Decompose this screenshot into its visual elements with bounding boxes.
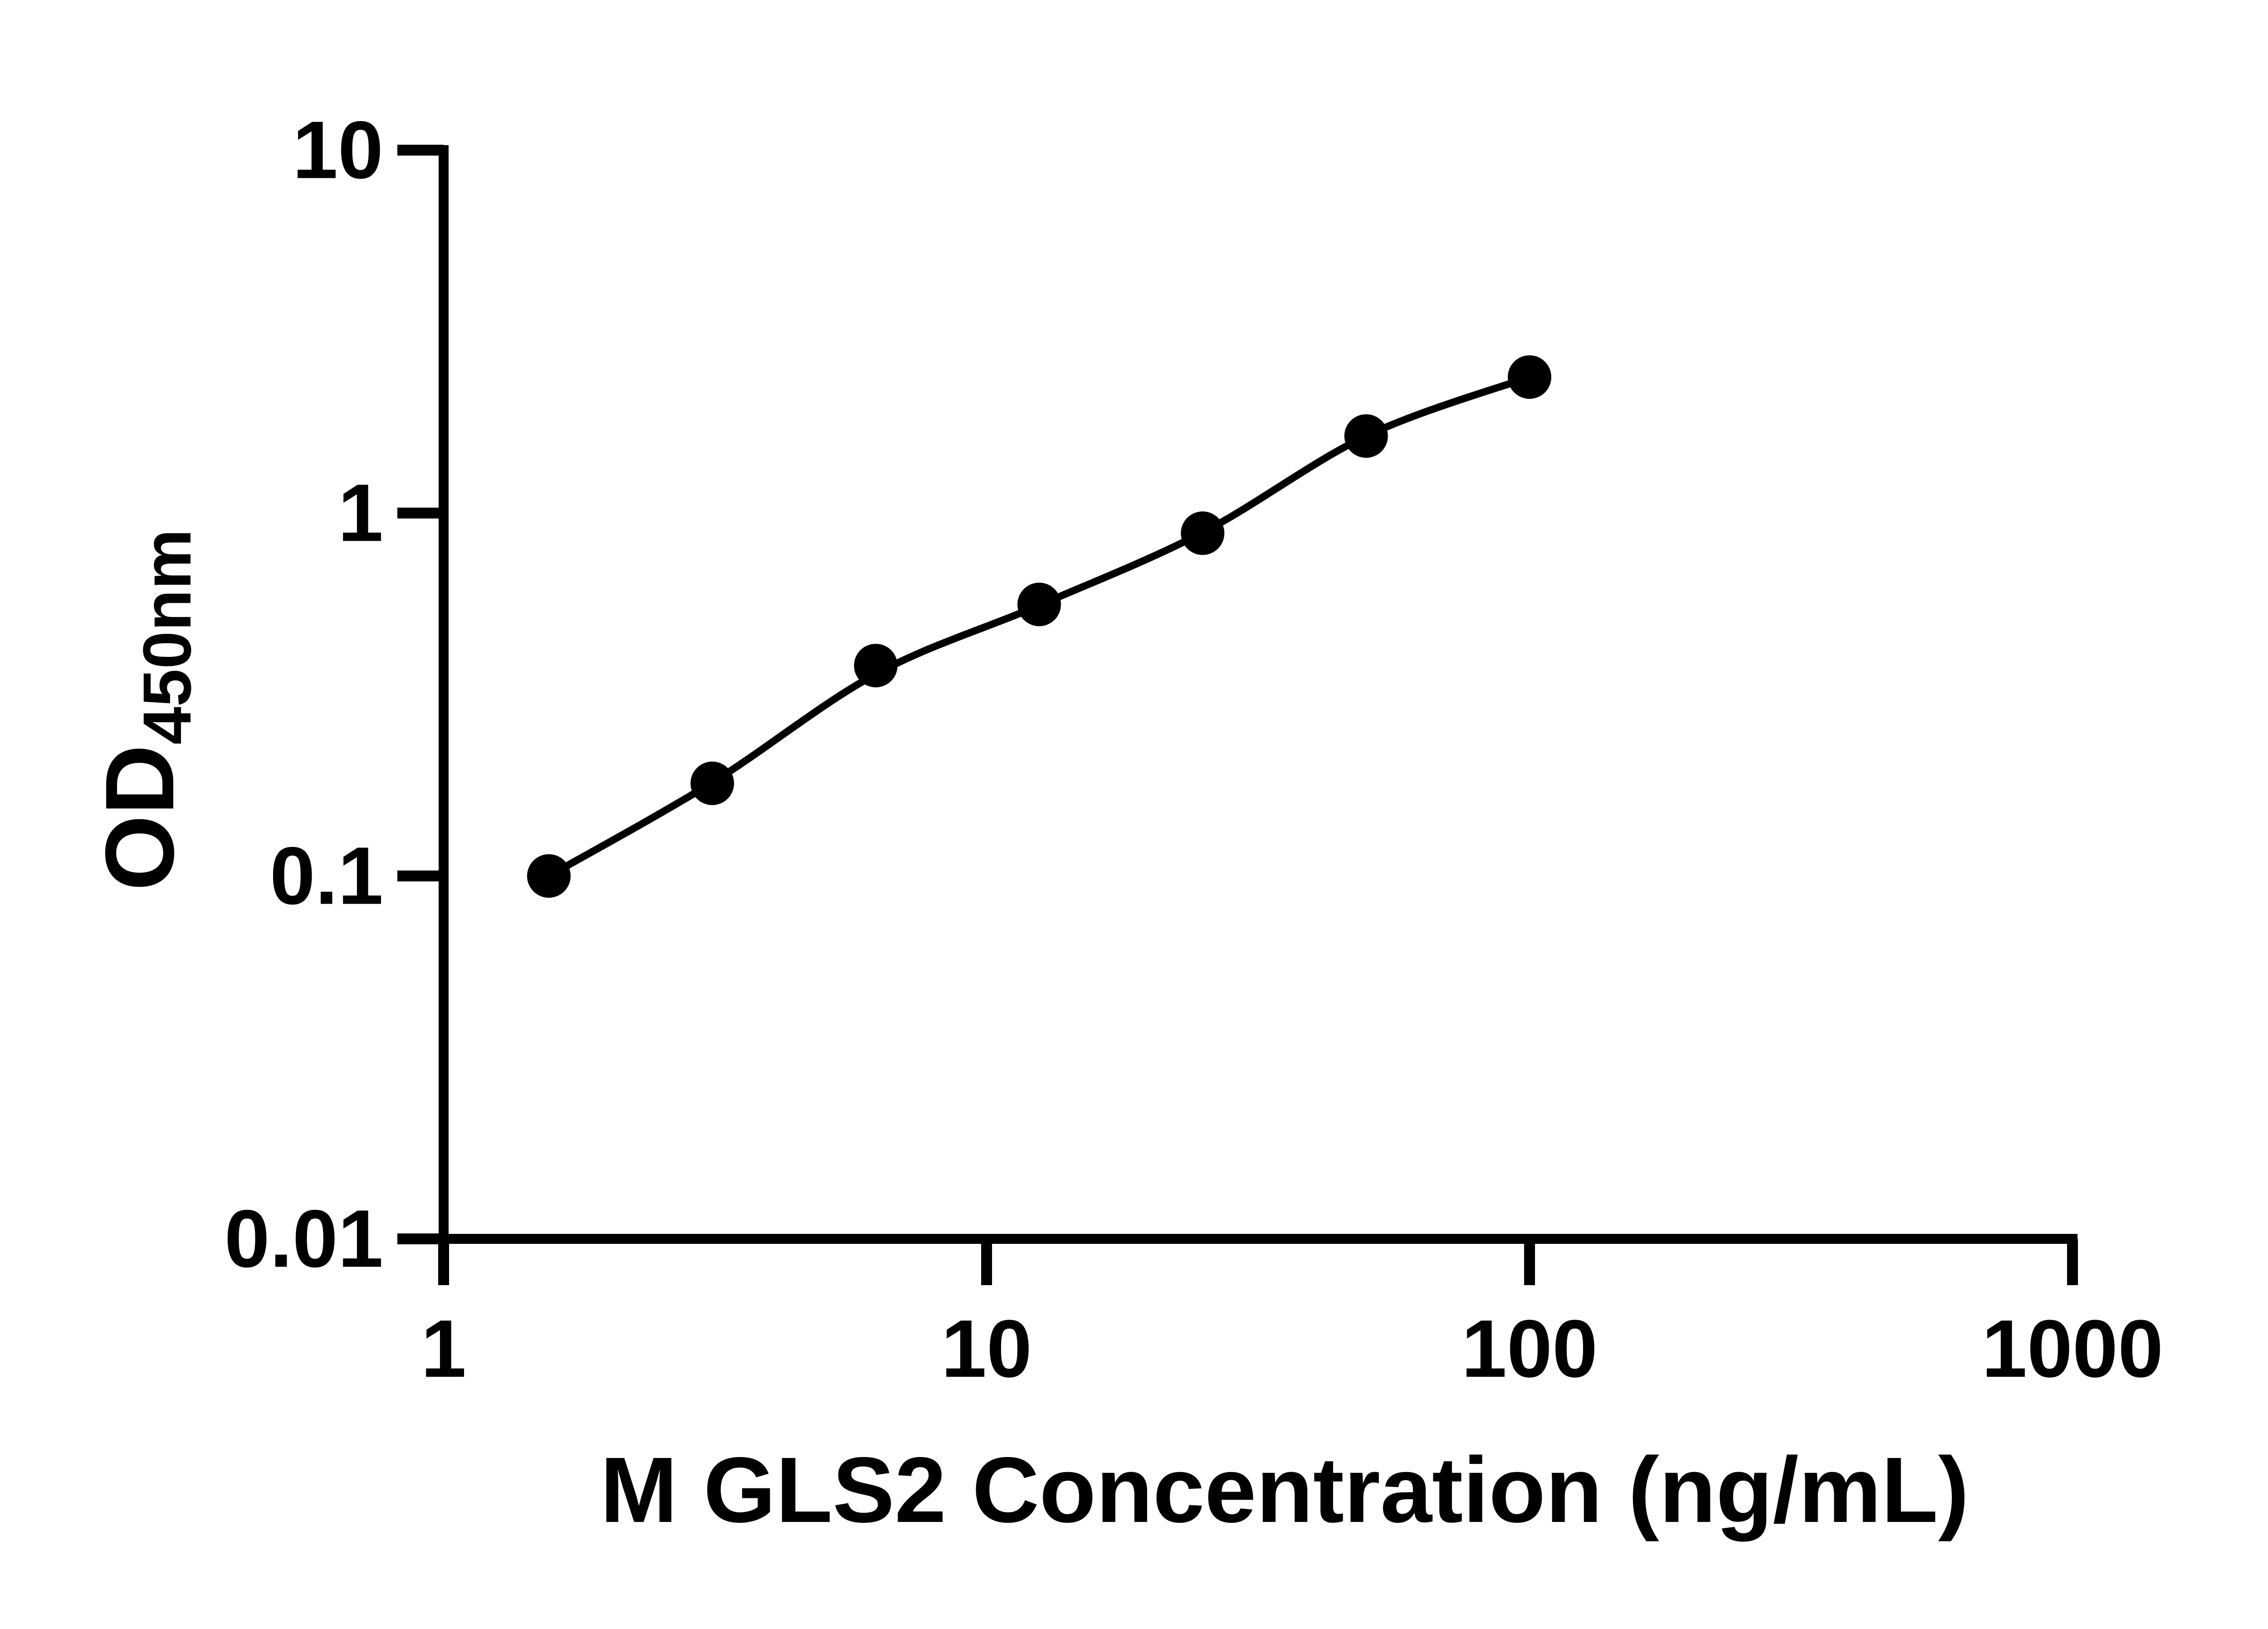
x-axis-ticks xyxy=(438,1239,2078,1285)
x-axis-title: M GLS2 Concentration (ng/mL) xyxy=(600,1438,1969,1542)
x-tick-label: 1000 xyxy=(1982,1303,2163,1394)
data-point xyxy=(1181,511,1225,555)
y-axis-title-main: OD xyxy=(85,744,194,891)
y-axis-title: OD450nm xyxy=(85,529,205,891)
x-tick-label: 100 xyxy=(1461,1303,1598,1394)
data-point xyxy=(1508,355,1551,399)
plot-axes xyxy=(439,145,2077,1285)
y-tick-label: 0.01 xyxy=(225,1194,383,1285)
data-point xyxy=(854,644,898,688)
data-point xyxy=(1017,582,1061,626)
y-axis-tick-labels: 10 1 0.1 0.01 xyxy=(225,105,383,1285)
x-tick-label: 10 xyxy=(941,1303,1032,1394)
x-tick-label: 1 xyxy=(421,1303,466,1394)
data-point xyxy=(1344,414,1388,458)
y-axis-title-subscript: 450nm xyxy=(129,529,205,744)
x-axis-tick-labels: 1 10 100 1000 xyxy=(421,1303,2163,1394)
data-points xyxy=(527,355,1551,898)
y-tick-label: 10 xyxy=(293,105,383,196)
y-tick-label: 0.1 xyxy=(270,831,383,922)
y-axis-ticks xyxy=(397,145,444,1244)
standard-curve-fit-line xyxy=(545,373,1533,880)
data-point xyxy=(527,854,571,898)
data-point xyxy=(690,761,734,805)
y-tick-label: 1 xyxy=(338,468,383,559)
